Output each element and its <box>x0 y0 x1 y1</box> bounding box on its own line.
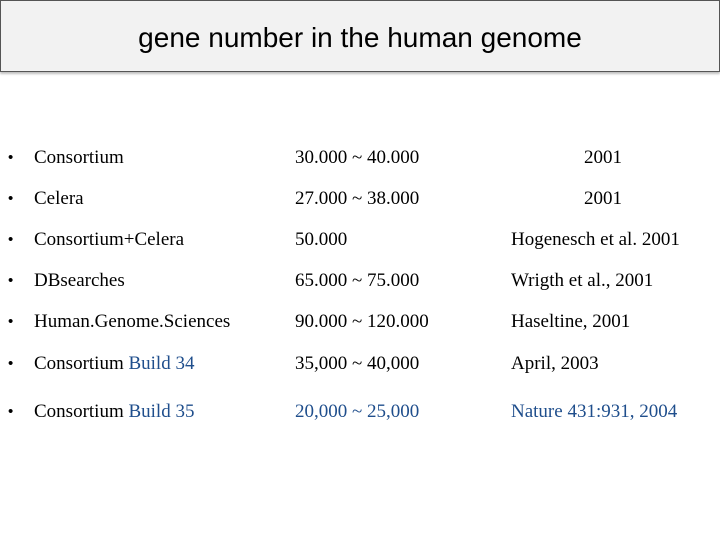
bullet-icon: • <box>8 231 14 248</box>
title-bar: gene number in the human genome <box>0 0 720 72</box>
gene-count: 27.000 ~ 38.000 <box>295 188 420 209</box>
list-item: • Celera 27.000 ~ 38.000 2001 <box>0 185 720 213</box>
gene-count: 90.000 ~ 120.000 <box>295 311 429 332</box>
gene-count: 35,000 ~ 40,000 <box>295 353 420 374</box>
source-name: Consortium Build 35 <box>34 401 195 422</box>
gene-count: 20,000 ~ 25,000 <box>295 401 420 422</box>
list-item: • DBsearches 65.000 ~ 75.000 Wrigth et a… <box>0 267 720 295</box>
bullet-icon: • <box>8 190 14 207</box>
slide-title: gene number in the human genome <box>138 22 582 53</box>
source-name: Consortium+Celera <box>34 229 185 250</box>
bullet-icon: • <box>8 403 14 420</box>
reference: 2001 <box>584 147 622 168</box>
reference: April, 2003 <box>511 353 599 374</box>
bullet-icon: • <box>8 355 14 372</box>
source-name: Human.Genome.Sciences <box>34 311 231 332</box>
gene-count: 30.000 ~ 40.000 <box>295 147 420 168</box>
source-name: DBsearches <box>34 270 125 291</box>
reference: Hogenesch et al. 2001 <box>511 229 680 250</box>
reference: Wrigth et al., 2001 <box>511 270 654 291</box>
list-item: • Human.Genome.Sciences 90.000 ~ 120.000… <box>0 308 720 336</box>
bullet-icon: • <box>8 313 14 330</box>
list-item: • Consortium 30.000 ~ 40.000 2001 <box>0 144 720 172</box>
list-item: • Consortium Build 34 35,000 ~ 40,000 Ap… <box>0 350 720 378</box>
reference: 2001 <box>584 188 622 209</box>
source-name: Consortium Build 34 <box>34 353 195 374</box>
source-name: Celera <box>34 188 84 209</box>
bullet-icon: • <box>8 149 14 166</box>
source-name: Consortium <box>34 147 124 168</box>
list-item: • Consortium Build 35 20,000 ~ 25,000 Na… <box>0 398 720 426</box>
reference: Nature 431:931, 2004 <box>511 401 678 422</box>
gene-count: 65.000 ~ 75.000 <box>295 270 420 291</box>
bullet-icon: • <box>8 272 14 289</box>
reference: Haseltine, 2001 <box>511 311 631 332</box>
gene-count: 50.000 <box>295 229 348 250</box>
list-item: • Consortium+Celera 50.000 Hogenesch et … <box>0 226 720 254</box>
